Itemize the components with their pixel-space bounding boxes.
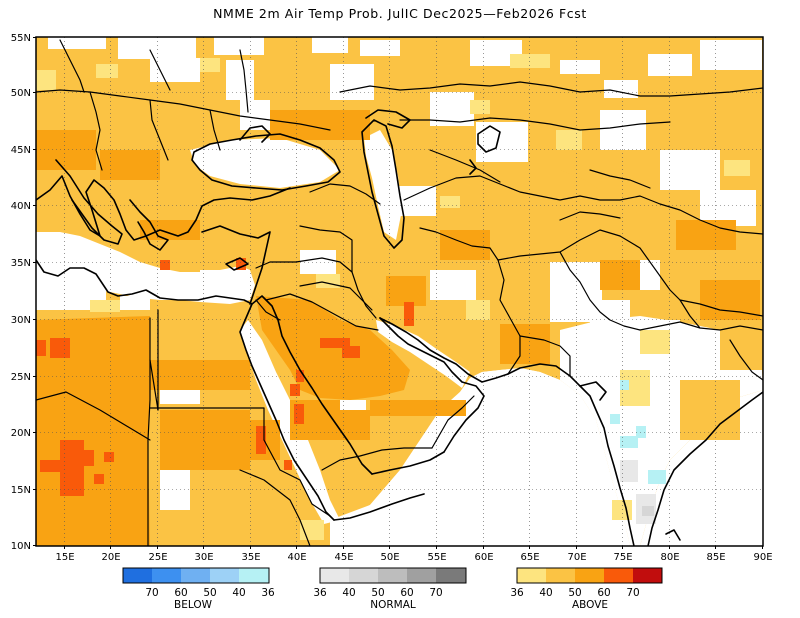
- lon-tick-label: 40E: [287, 552, 306, 563]
- coastlines-and-borders: [36, 39, 763, 546]
- lat-tick-label: 45N: [11, 145, 31, 156]
- legend-value: 36: [510, 587, 524, 599]
- lon-tick-label: 20E: [101, 552, 120, 563]
- lon-tick-label: 30E: [194, 552, 213, 563]
- lon-tick-label: 85E: [706, 552, 725, 563]
- lon-tick-label: 65E: [520, 552, 539, 563]
- legend-swatch: [517, 568, 546, 583]
- legend-value: 70: [145, 587, 158, 599]
- lat-tick-label: 20N: [11, 428, 31, 439]
- lat-tick-label: 15N: [11, 485, 31, 496]
- lat-tick-label: 40N: [11, 201, 31, 212]
- legend-below-label: BELOW: [174, 599, 213, 611]
- lon-tick-label: 90E: [753, 552, 772, 563]
- legend-swatch: [210, 568, 239, 583]
- legend-normal-label: NORMAL: [370, 599, 416, 611]
- legend-value: 60: [400, 587, 413, 599]
- legend-value: 50: [203, 587, 216, 599]
- lon-tick-label: 80E: [660, 552, 679, 563]
- lon-tick-label: 70E: [567, 552, 586, 563]
- legend-value: 50: [371, 587, 384, 599]
- lat-tick-label: 50N: [11, 88, 31, 99]
- legend-swatch: [407, 568, 436, 583]
- legend-swatch: [349, 568, 378, 583]
- lon-tick-label: 75E: [613, 552, 632, 563]
- lon-tick-label: 15E: [55, 552, 74, 563]
- legend-swatch: [546, 568, 575, 583]
- lon-tick-label: 25E: [148, 552, 167, 563]
- lon-tick-label: 45E: [334, 552, 353, 563]
- legend-swatch: [633, 568, 662, 583]
- plot-border: [35, 36, 764, 547]
- legend-swatch: [378, 568, 407, 583]
- lat-tick-label: 30N: [11, 315, 31, 326]
- lat-tick-label: 10N: [11, 541, 31, 552]
- legend-value: 36: [261, 587, 275, 599]
- lat-tick-label: 25N: [11, 372, 31, 383]
- longitude-axis: 15E 20E 25E 30E 35E 40E 45E 50E 55E 60E …: [55, 546, 773, 563]
- legend-swatch: [436, 568, 466, 583]
- legend-swatch: [152, 568, 181, 583]
- lon-tick-label: 60E: [474, 552, 493, 563]
- legend-swatch: [181, 568, 210, 583]
- legend-swatch: [320, 568, 349, 583]
- lon-tick-label: 50E: [380, 552, 399, 563]
- legend-value: 36: [313, 587, 327, 599]
- legend-swatch: [239, 568, 269, 583]
- latitude-axis: 55N 50N 45N 40N 35N 30N 25N 20N 15N 10N: [11, 33, 36, 552]
- legend-value: 50: [568, 587, 581, 599]
- legend-value: 60: [174, 587, 187, 599]
- legend-value: 40: [539, 587, 552, 599]
- legend-value: 70: [429, 587, 442, 599]
- legend-value: 60: [597, 587, 610, 599]
- lat-tick-label: 35N: [11, 258, 31, 269]
- legend-above-label: ABOVE: [572, 599, 608, 611]
- legend-swatch: [604, 568, 633, 583]
- legend-normal: 36 40 50 60 70 NORMAL: [313, 567, 467, 611]
- legend-swatch: [123, 568, 152, 583]
- legend-below: 70 60 50 40 36 BELOW: [122, 567, 275, 611]
- legend-swatch: [575, 568, 604, 583]
- lon-tick-label: 55E: [427, 552, 446, 563]
- legend-value: 40: [342, 587, 355, 599]
- legend-value: 40: [232, 587, 245, 599]
- map-title: NMME 2m Air Temp Prob. JulIC Dec2025—Feb…: [213, 6, 587, 21]
- legend-above: 36 40 50 60 70 ABOVE: [510, 567, 663, 611]
- lon-tick-label: 35E: [241, 552, 260, 563]
- legend-value: 70: [626, 587, 639, 599]
- lat-tick-label: 55N: [11, 33, 31, 44]
- probability-shading: [36, 37, 763, 546]
